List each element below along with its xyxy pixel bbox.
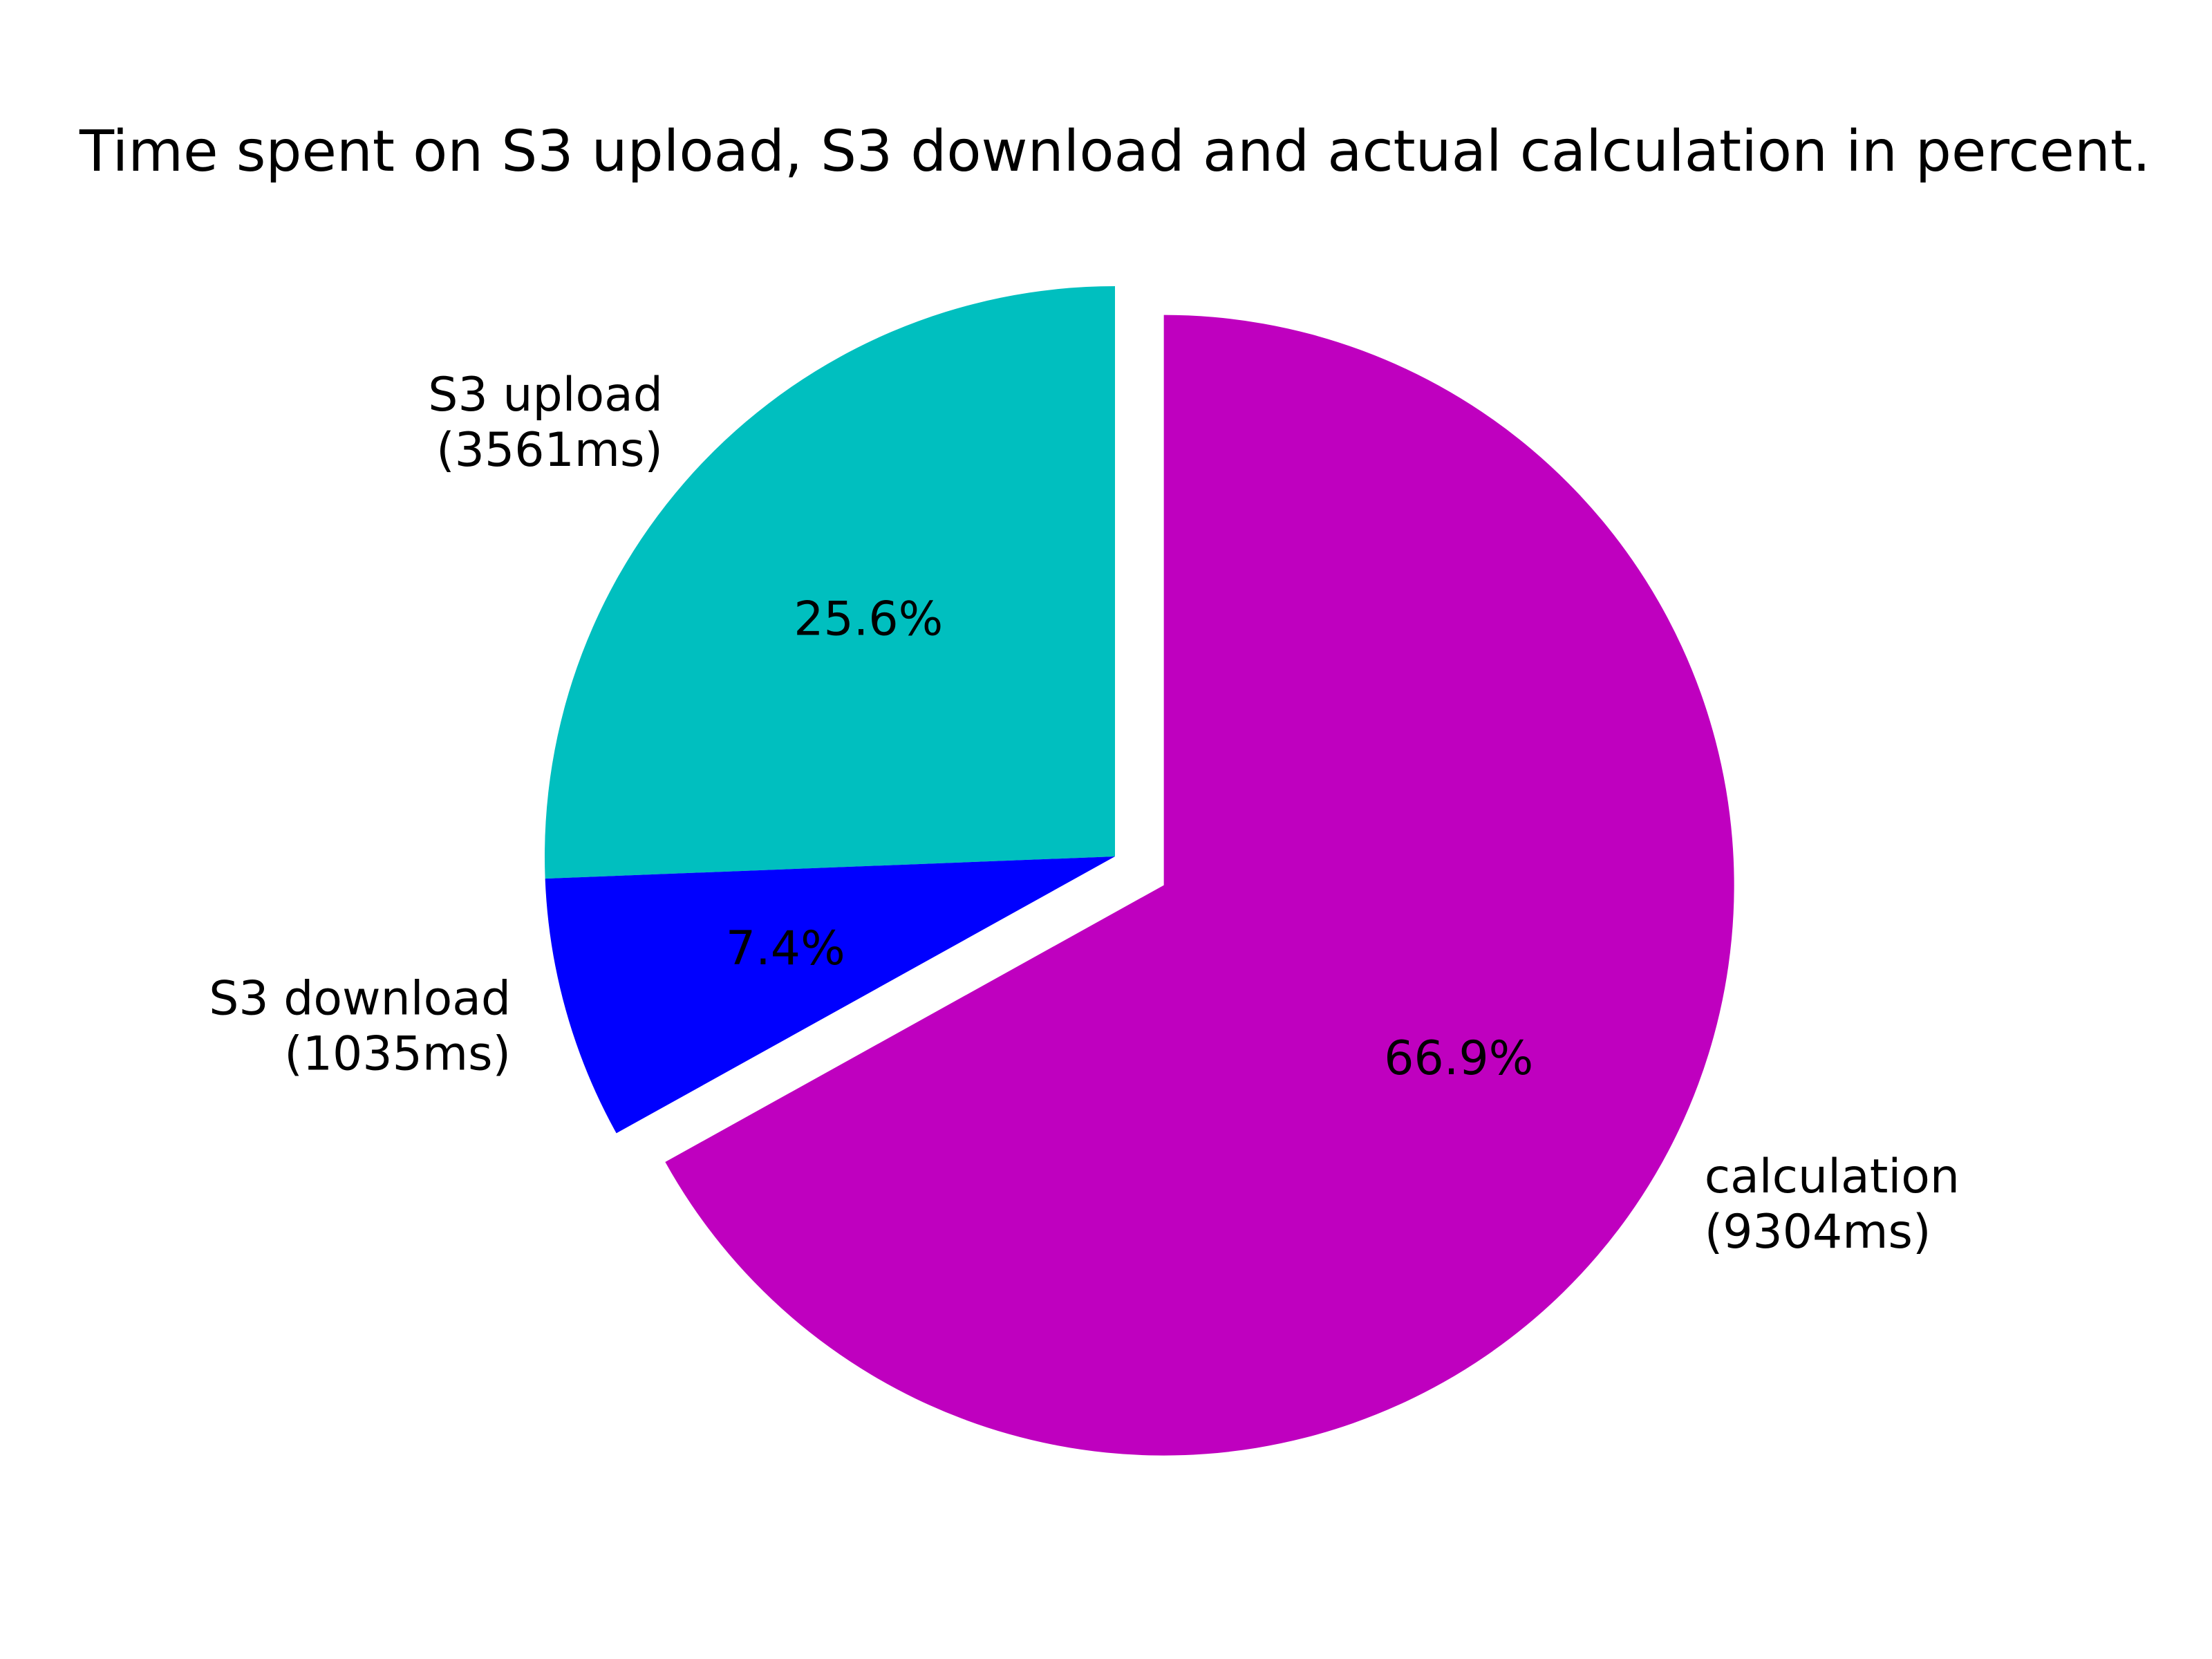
percent-label: 7.4% [726, 921, 845, 976]
slice-label: S3 download (1035ms) [209, 972, 511, 1082]
percent-labels: 25.6% 7.4% 66.9% [726, 592, 1533, 1086]
slice-label: S3 upload (3561ms) [428, 368, 663, 478]
slice-name: S3 upload [428, 368, 663, 422]
chart-title: Time spent on S3 upload, S3 download and… [79, 119, 2150, 185]
slice-name: calculation [1705, 1150, 1960, 1204]
slice-value: (3561ms) [436, 423, 663, 478]
pie-slices [544, 286, 1734, 1456]
slice-value: (1035ms) [284, 1027, 511, 1082]
percent-label: 25.6% [794, 592, 943, 646]
percent-label: 66.9% [1384, 1031, 1533, 1086]
slice-value: (9304ms) [1705, 1205, 1931, 1259]
pie-slice-calculation [665, 315, 1734, 1456]
slice-label: calculation (9304ms) [1705, 1150, 1960, 1259]
slice-name: S3 download [209, 972, 511, 1027]
pie-slice-s3-download [545, 856, 1115, 1134]
pie-slice-s3-upload [544, 286, 1115, 879]
slice-name-labels: S3 upload (3561ms) S3 download (1035ms) calc… [209, 368, 1960, 1259]
